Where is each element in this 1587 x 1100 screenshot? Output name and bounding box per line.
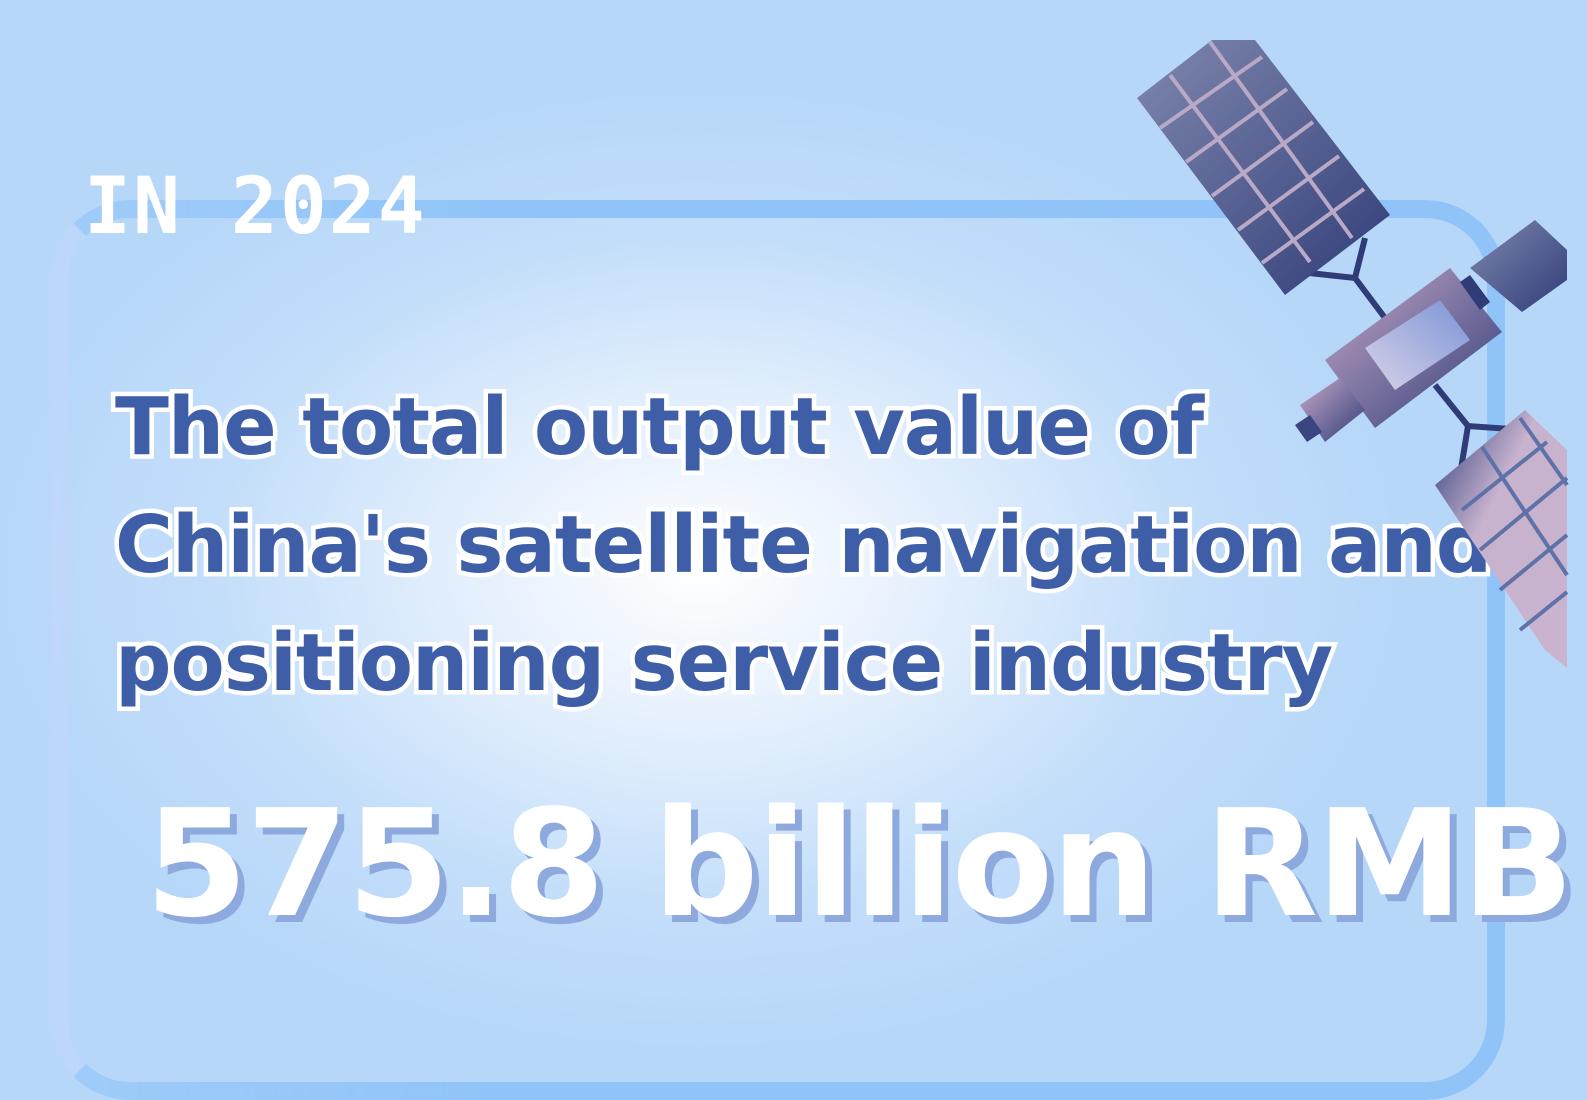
headline-line: China's satellite navigation and — [110, 495, 1496, 596]
output-value: 575.8 billion RMB — [145, 778, 1574, 950]
headline-line: The total output value of — [110, 377, 1208, 478]
headline: The total output value of China's satell… — [110, 368, 1496, 722]
satellite-icon — [1137, 40, 1569, 668]
year-label: IN 2024 — [84, 162, 427, 252]
headline-line: positioning service industry — [110, 613, 1337, 714]
